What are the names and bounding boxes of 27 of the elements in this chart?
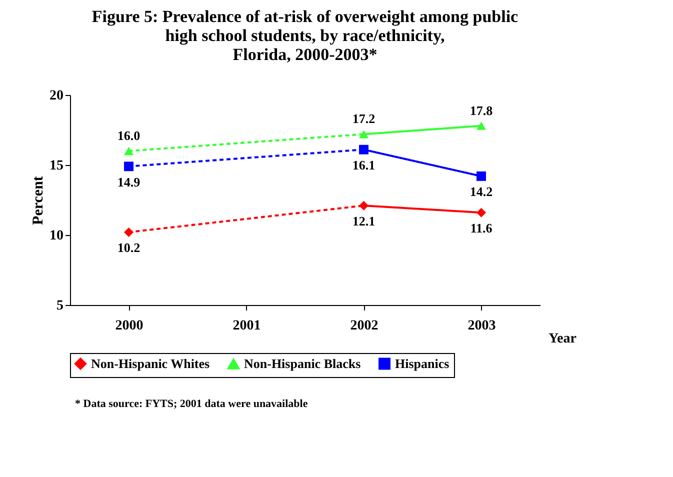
data-label: 17.8	[470, 102, 494, 118]
x-tick-label: 2000	[115, 318, 144, 334]
y-tick-label: 15	[50, 158, 64, 174]
text: * Data source: FYTS; 2001 data were unavailable	[75, 398, 309, 410]
data-label: 16.0	[117, 128, 140, 143]
data-label: 16.1	[352, 158, 376, 173]
y-tick-label: 5	[56, 298, 64, 314]
data-label: 12.1	[352, 214, 376, 229]
legend-label: Hispanics	[395, 356, 450, 371]
legend-label: Non-Hispanic Whites	[91, 356, 210, 371]
legend-label: Non-Hispanic Blacks	[244, 356, 361, 372]
y-axis-title: Percent	[30, 176, 46, 225]
x-axis-title: Year	[548, 332, 576, 346]
data-label: 17.2	[352, 111, 376, 126]
chart-title: Figure 5: Prevalence of at-risk of overweight among public high school students, by race/ethnicity, Florida, 2000-2003*	[92, 7, 519, 64]
data-label: 10.2	[117, 240, 140, 256]
data-label: 14.9	[117, 174, 141, 190]
point	[359, 144, 368, 154]
x-tick-label: 2003	[468, 318, 496, 334]
data-label: 14.2	[470, 184, 493, 200]
point	[359, 130, 368, 138]
data-label: 11.6	[470, 220, 493, 236]
x-tick-label: 2002	[350, 318, 378, 334]
y-tick-label: 10	[50, 228, 64, 244]
x-tick-label: 2001	[232, 318, 261, 334]
y-tick-label: 20	[50, 88, 64, 104]
point	[359, 200, 368, 210]
